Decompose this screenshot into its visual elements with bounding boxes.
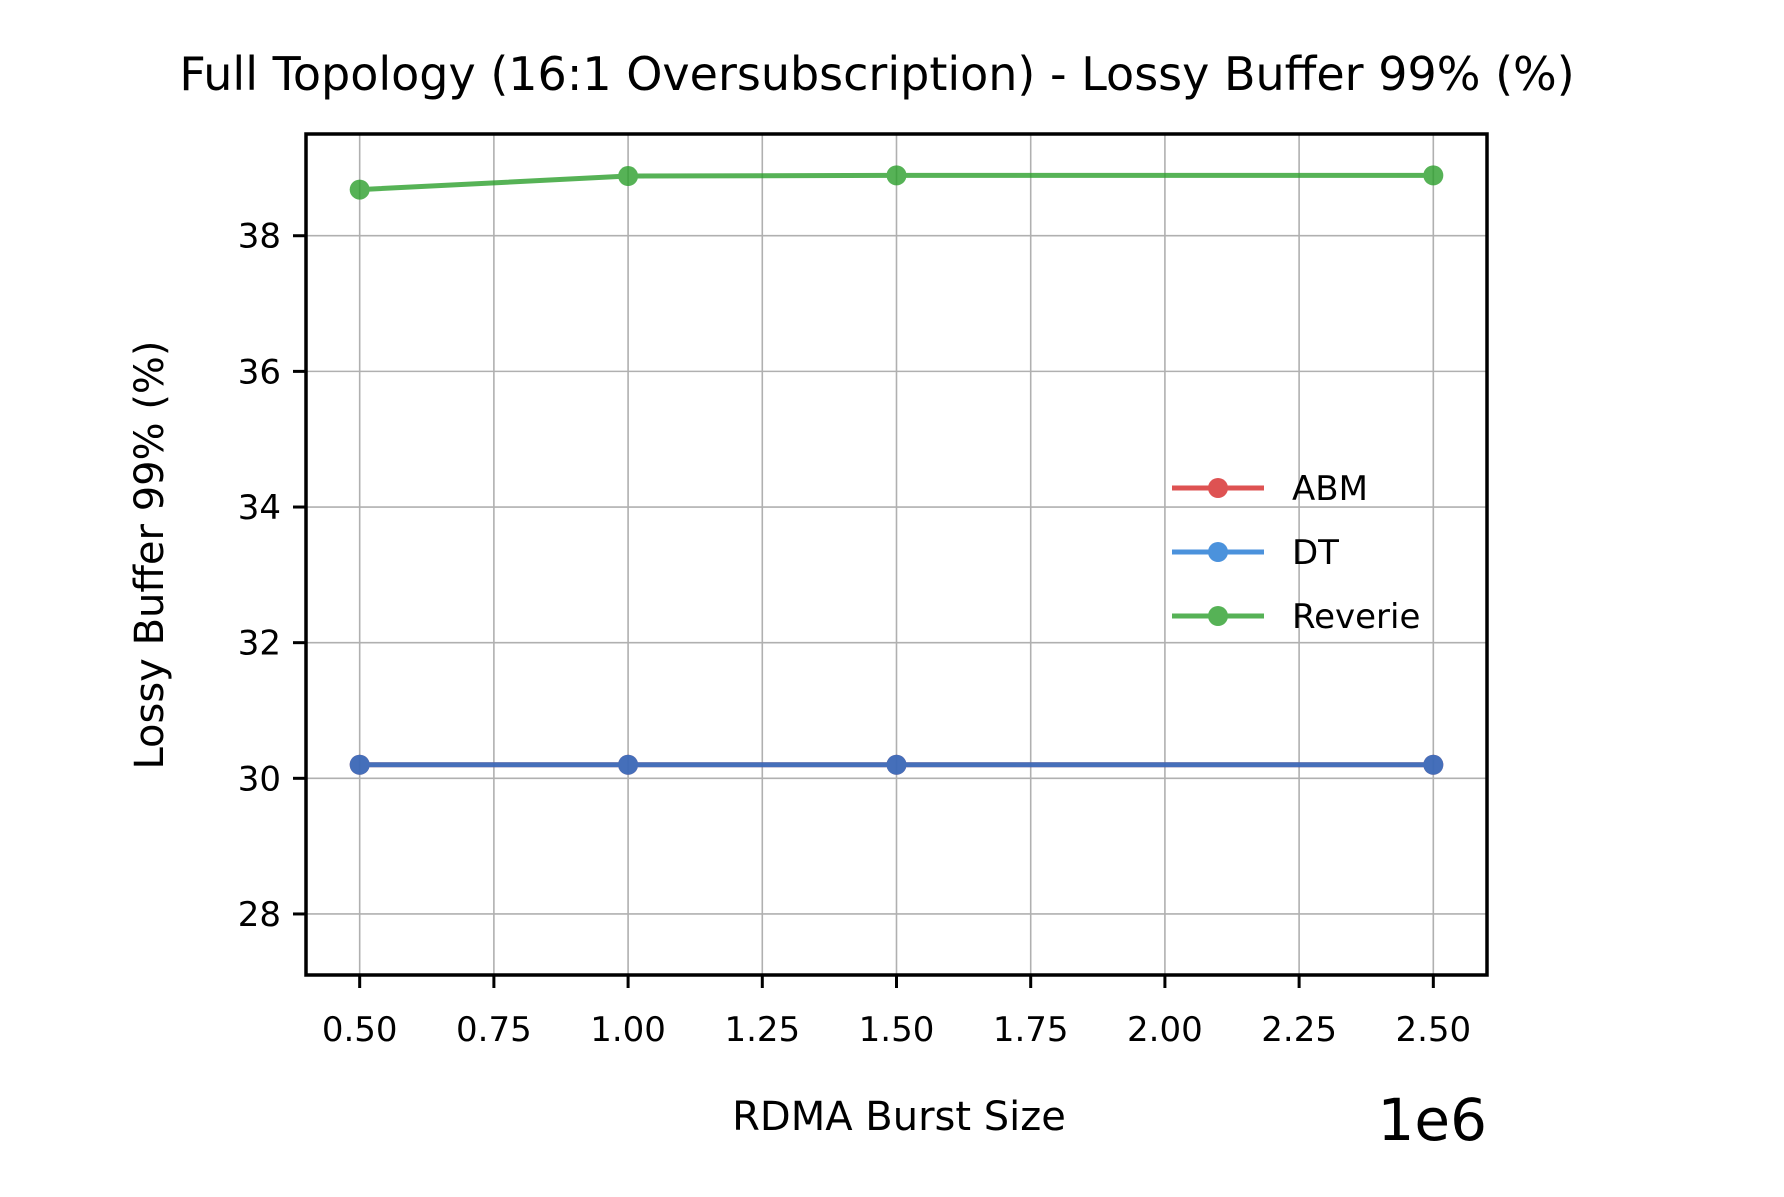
grid bbox=[306, 134, 1487, 975]
legend-label-reverie: Reverie bbox=[1292, 597, 1420, 637]
series-reverie bbox=[349, 165, 1444, 200]
x-tick-label: 1.75 bbox=[993, 1010, 1069, 1050]
data-point-reverie bbox=[349, 179, 370, 200]
legend-marker-dt bbox=[1208, 542, 1228, 562]
legend-item-dt: DT bbox=[1172, 533, 1339, 573]
legend-label-abm: ABM bbox=[1292, 469, 1368, 509]
data-point-reverie bbox=[886, 165, 907, 186]
x-tick-label: 2.50 bbox=[1395, 1010, 1471, 1050]
data-point-dt bbox=[349, 754, 370, 775]
x-tick-label: 0.50 bbox=[322, 1010, 398, 1050]
chart-title: Full Topology (16:1 Oversubscription) - … bbox=[179, 47, 1574, 101]
x-axis-offset-label: 1e6 bbox=[1378, 1086, 1488, 1154]
series-layer bbox=[349, 165, 1444, 775]
axes: 0.50 0.75 1.00 1.25 1.50 1.75 2.00 2.25 2.50 28 30… bbox=[238, 217, 1471, 1050]
legend-swatch-abm bbox=[1172, 478, 1264, 498]
y-tick-label: 38 bbox=[238, 217, 281, 257]
x-tick-label: 1.25 bbox=[724, 1010, 800, 1050]
legend-marker-reverie bbox=[1208, 606, 1228, 626]
y-tick-label: 28 bbox=[238, 895, 281, 935]
y-axis-label: Lossy Buffer 99% (%) bbox=[127, 340, 173, 769]
data-point-dt bbox=[886, 754, 907, 775]
x-tick-label: 1.50 bbox=[859, 1010, 935, 1050]
data-point-dt bbox=[1423, 754, 1444, 775]
x-axis-label: RDMA Burst Size bbox=[732, 1094, 1066, 1140]
legend-label-dt: DT bbox=[1292, 533, 1339, 573]
x-tick-label: 2.00 bbox=[1127, 1010, 1203, 1050]
data-point-reverie bbox=[1423, 165, 1444, 186]
data-point-dt bbox=[618, 754, 639, 775]
y-tick-label: 30 bbox=[238, 759, 281, 799]
y-tick-label: 34 bbox=[238, 488, 281, 528]
y-tick-label: 32 bbox=[238, 624, 281, 664]
legend-swatch-dt bbox=[1172, 542, 1264, 562]
legend-item-abm: ABM bbox=[1172, 469, 1368, 509]
y-tick-label: 36 bbox=[238, 352, 281, 392]
legend-marker-abm bbox=[1208, 478, 1228, 498]
series-line-reverie bbox=[359, 172, 1434, 193]
x-tick-label: 0.75 bbox=[456, 1010, 532, 1050]
series-dt bbox=[349, 754, 1444, 775]
legend-item-reverie: Reverie bbox=[1172, 597, 1420, 637]
x-tick-label: 2.25 bbox=[1261, 1010, 1337, 1050]
legend: ABM DT Reverie bbox=[1172, 469, 1420, 637]
legend-swatch-reverie bbox=[1172, 606, 1264, 626]
x-tick-label: 1.00 bbox=[590, 1010, 666, 1050]
data-point-reverie bbox=[618, 166, 639, 187]
